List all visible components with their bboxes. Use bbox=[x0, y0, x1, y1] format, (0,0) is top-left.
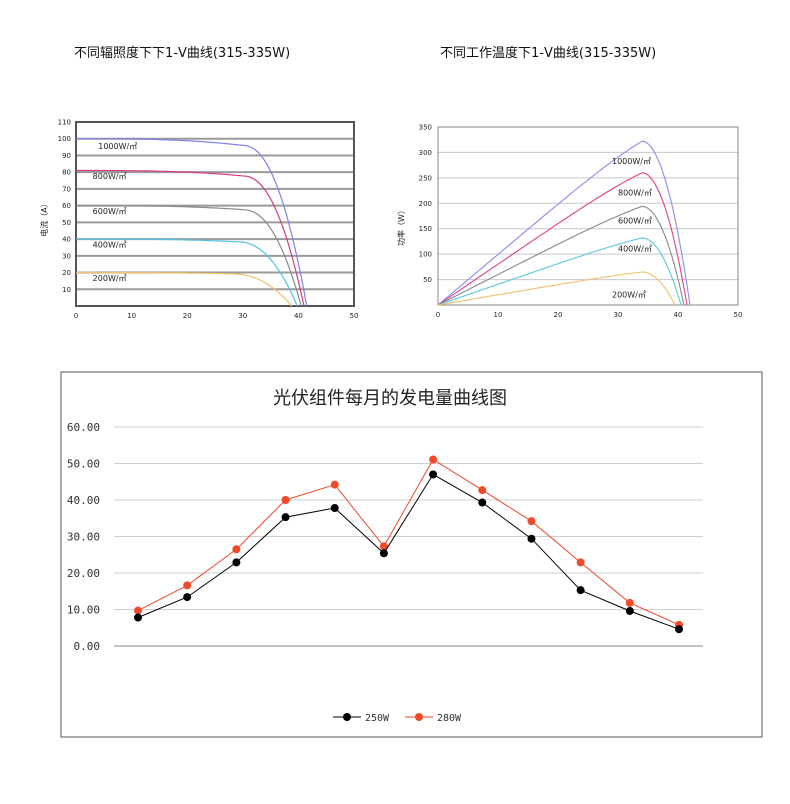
monthly-y-tick-label: 20.00 bbox=[67, 567, 100, 580]
monthly-y-tick-label: 50.00 bbox=[67, 458, 100, 471]
iv-y-tick-label: 110 bbox=[58, 119, 71, 127]
monthly-point-280W bbox=[527, 517, 536, 526]
iv-y-tick-label: 20 bbox=[62, 269, 71, 277]
pv-x-tick-label: 40 bbox=[674, 311, 683, 319]
pv-series-label: 200W/㎡ bbox=[612, 290, 646, 299]
monthly-point-280W bbox=[232, 545, 241, 554]
pv-curve-series bbox=[437, 271, 676, 306]
pv-x-tick-label: 20 bbox=[554, 311, 563, 319]
monthly-y-tick-label: 10.00 bbox=[67, 604, 100, 617]
monthly-point-250W bbox=[478, 498, 487, 507]
iv-series-label: 600W/㎡ bbox=[93, 207, 127, 216]
monthly-y-tick-label: 0.00 bbox=[74, 640, 101, 653]
monthly-point-280W bbox=[379, 542, 388, 551]
monthly-point-250W bbox=[330, 504, 339, 513]
pv-curve-series bbox=[437, 140, 691, 306]
monthly-point-250W bbox=[183, 593, 192, 602]
monthly-point-250W bbox=[576, 586, 585, 595]
iv-chart-title: 不同辐照度下下1-V曲线(315-335W) bbox=[74, 45, 290, 61]
monthly-point-280W bbox=[330, 480, 339, 489]
monthly-point-250W bbox=[281, 513, 290, 522]
monthly-line-250W bbox=[137, 473, 680, 630]
monthly-y-tick-label: 60.00 bbox=[67, 421, 100, 434]
iv-x-tick-label: 0 bbox=[74, 312, 78, 320]
pv-y-tick-label: 250 bbox=[419, 174, 432, 182]
monthly-chart-title: 光伏组件每月的发电量曲线图 bbox=[273, 388, 507, 409]
pv-curve-series bbox=[437, 205, 685, 306]
monthly-point-280W bbox=[576, 558, 585, 567]
iv-curve-series bbox=[76, 138, 308, 307]
iv-series-label: 400W/㎡ bbox=[93, 240, 127, 249]
pv-y-tick-label: 100 bbox=[419, 251, 432, 259]
iv-y-tick-label: 100 bbox=[58, 135, 71, 143]
monthly-point-250W bbox=[429, 470, 438, 479]
iv-y-tick-label: 40 bbox=[62, 236, 71, 244]
pv-curve-series bbox=[437, 172, 688, 306]
monthly-point-280W bbox=[478, 486, 487, 495]
iv-x-tick-label: 50 bbox=[350, 312, 359, 320]
iv-curve-series bbox=[76, 238, 298, 307]
monthly-chart-frame bbox=[60, 371, 763, 738]
monthly-point-280W bbox=[429, 455, 438, 464]
iv-y-tick-label: 60 bbox=[62, 202, 71, 210]
iv-x-tick-label: 10 bbox=[127, 312, 136, 320]
iv-y-tick-label: 70 bbox=[62, 185, 71, 193]
monthly-line-280W bbox=[137, 458, 680, 626]
iv-x-tick-label: 30 bbox=[238, 312, 247, 320]
monthly-point-250W bbox=[134, 613, 142, 622]
iv-y-tick-label: 80 bbox=[62, 169, 71, 177]
iv-y-tick-label: 30 bbox=[62, 252, 71, 260]
pv-x-tick-label: 30 bbox=[614, 311, 623, 319]
iv-curve-series bbox=[76, 169, 305, 307]
pv-series-label: 600W/㎡ bbox=[618, 217, 652, 226]
iv-series-label: 1000W/㎡ bbox=[98, 142, 137, 151]
monthly-point-250W bbox=[675, 625, 683, 634]
monthly-point-280W bbox=[134, 606, 142, 615]
pv-chart-title: 不同工作温度下1-V曲线(315-335W) bbox=[440, 45, 656, 61]
pv-y-tick-label: 50 bbox=[423, 276, 432, 284]
legend-marker-280W bbox=[415, 713, 423, 721]
pv-series-label: 400W/㎡ bbox=[618, 245, 652, 254]
monthly-y-tick-label: 40.00 bbox=[67, 494, 100, 507]
pv-x-tick-label: 50 bbox=[734, 311, 743, 319]
pv-x-tick-label: 0 bbox=[436, 311, 440, 319]
pv-x-tick-label: 10 bbox=[494, 311, 503, 319]
legend-label-250W: 250W bbox=[365, 713, 390, 724]
iv-y-tick-label: 90 bbox=[62, 152, 71, 160]
monthly-point-280W bbox=[281, 496, 290, 504]
monthly-point-280W bbox=[183, 581, 192, 590]
monthly-point-250W bbox=[527, 534, 536, 543]
pv-y-tick-label: 300 bbox=[419, 149, 432, 157]
iv-y-tick-label: 10 bbox=[62, 286, 71, 294]
monthly-y-tick-label: 30.00 bbox=[67, 531, 100, 544]
iv-y-tick-label: 50 bbox=[62, 219, 71, 227]
monthly-point-280W bbox=[625, 598, 634, 607]
iv-plot-frame bbox=[75, 121, 355, 307]
pv-series-label: 1000W/㎡ bbox=[612, 157, 651, 166]
monthly-point-250W bbox=[232, 558, 241, 567]
iv-x-tick-label: 40 bbox=[294, 312, 303, 320]
iv-curve-series bbox=[76, 271, 293, 307]
pv-curve-series bbox=[437, 237, 682, 306]
pv-series-label: 800W/㎡ bbox=[618, 189, 652, 198]
monthly-point-250W bbox=[625, 606, 634, 615]
iv-series-label: 200W/㎡ bbox=[93, 274, 127, 283]
iv-curve-series bbox=[76, 205, 302, 307]
pv-y-axis-label: 功率（W） bbox=[396, 206, 406, 246]
pv-plot-frame bbox=[437, 126, 739, 306]
iv-y-axis-label: 电流（A） bbox=[39, 199, 49, 236]
pv-y-tick-label: 150 bbox=[419, 225, 432, 233]
iv-x-tick-label: 20 bbox=[183, 312, 192, 320]
monthly-point-250W bbox=[379, 549, 388, 558]
pv-y-tick-label: 350 bbox=[419, 124, 432, 132]
legend-marker-250W bbox=[343, 713, 351, 721]
iv-series-label: 800W/㎡ bbox=[93, 172, 127, 181]
pv-y-tick-label: 200 bbox=[419, 200, 432, 208]
legend-label-280W: 280W bbox=[437, 713, 462, 724]
